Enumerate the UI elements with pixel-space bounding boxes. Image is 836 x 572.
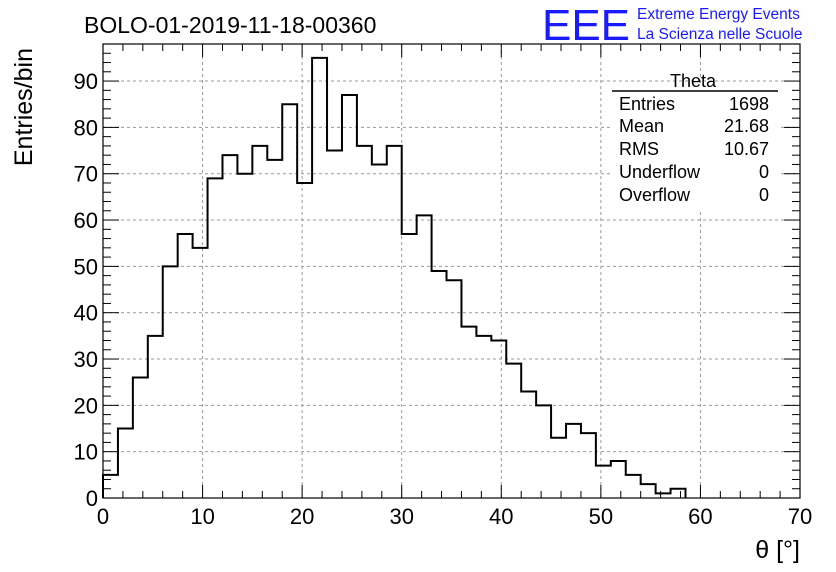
stats-label-overflow: Overflow [619,185,691,205]
histogram-bin [222,155,237,498]
histogram-bin [103,475,118,498]
histogram-bin [626,475,641,498]
histogram-bin [208,178,223,498]
histogram-bin [237,174,252,498]
eee-logo-line1: Extreme Energy Events [637,6,800,23]
stats-box-title: Theta [670,71,717,91]
y-tick-labels: 0 10 20 30 40 50 60 70 80 90 [74,69,98,511]
stats-label-entries: Entries [619,94,675,114]
stats-value-overflow: 0 [759,185,769,205]
eee-logo-mark: EEE [542,1,630,50]
histogram-bin [671,489,686,498]
histogram-bin [342,95,357,498]
y-tick-label: 20 [74,393,98,418]
histogram-bin [641,484,656,498]
x-tick-label: 50 [589,504,613,529]
histogram-bin [282,104,297,498]
histogram-bin [357,146,372,498]
y-tick-label: 60 [74,208,98,233]
histogram-bin [581,433,596,498]
histogram-bin [447,280,462,498]
stats-label-mean: Mean [619,116,664,136]
x-tick-label: 0 [97,504,109,529]
histogram-bin [461,327,476,498]
histogram-bin [596,466,611,498]
stats-box-background [610,84,778,212]
stats-value-mean: 21.68 [724,116,769,136]
axis-ticks [102,43,801,499]
histogram-bin [163,266,178,498]
run-title: BOLO-01-2019-11-18-00360 [84,12,376,38]
y-axis-label: Entries/bin [10,48,38,166]
histogram-bin [536,405,551,498]
stats-value-rms: 10.67 [724,139,769,159]
y-tick-label: 10 [74,440,98,465]
x-axis-label: θ [°] [755,536,800,564]
histogram-bin [417,215,432,498]
x-tick-label: 70 [788,504,812,529]
x-tick-label: 30 [389,504,413,529]
histogram-bin [611,461,626,498]
y-tick-label: 80 [74,115,98,140]
stats-box: Theta Entries 1698 Mean 21.68 RMS 10.67 … [610,71,778,212]
histogram-bin [521,391,536,498]
y-tick-label: 70 [74,162,98,187]
x-tick-label: 20 [290,504,314,529]
histogram-bin [118,429,133,498]
y-tick-label: 50 [74,254,98,279]
histogram-series [102,56,687,498]
x-tick-label: 60 [688,504,712,529]
histogram-bin [656,493,671,498]
histogram-bin [491,340,506,498]
y-tick-label: 40 [74,301,98,326]
x-tick-labels: 0 10 20 30 40 50 60 70 [97,504,812,529]
grid-lines [103,44,800,498]
histogram-bin [432,271,447,498]
x-tick-label: 10 [190,504,214,529]
histogram-outline [102,56,687,498]
y-tick-label: 90 [74,69,98,94]
stats-label-underflow: Underflow [619,162,701,182]
histogram-bin [476,336,491,498]
plot-frame [102,43,801,499]
histogram-bin [506,364,521,498]
histogram-bin [402,234,417,498]
histogram-bin [252,146,267,498]
stats-value-entries: 1698 [729,94,769,114]
histogram-bin [372,164,387,498]
histogram-bin [133,378,148,498]
y-tick-label: 0 [86,486,98,511]
histogram-bin [297,183,312,498]
y-tick-label: 30 [74,347,98,372]
histogram-bin [148,336,163,498]
histogram-bin [387,146,402,498]
eee-logo-line2: La Scienza nelle Scuole [637,26,802,43]
histogram-bin [566,424,581,498]
histogram-bin [327,151,342,498]
eee-logo: EEE Extreme Energy Events La Scienza nel… [542,1,802,50]
histogram-bin [551,438,566,498]
histogram-bin [312,58,327,498]
histogram-bin [193,248,208,498]
stats-label-rms: RMS [619,139,659,159]
x-tick-label: 40 [489,504,513,529]
stats-value-underflow: 0 [759,162,769,182]
histogram-bin [267,160,282,498]
histogram-bin [178,234,193,498]
